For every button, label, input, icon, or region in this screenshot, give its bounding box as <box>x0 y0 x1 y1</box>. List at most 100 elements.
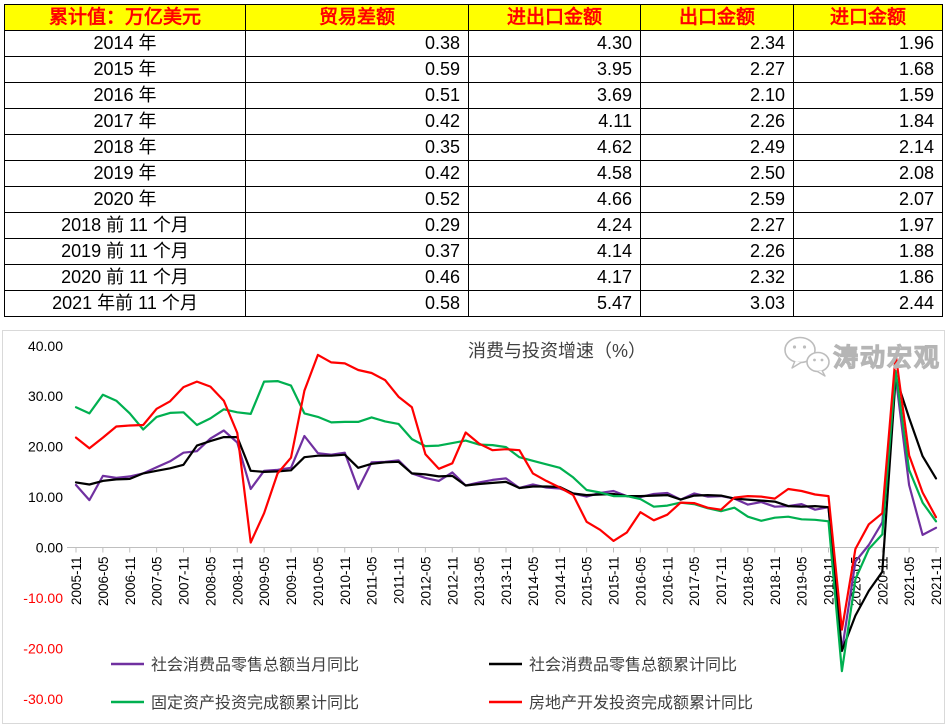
value-cell: 2.07 <box>793 186 943 213</box>
value-cell: 0.42 <box>245 160 469 187</box>
value-cell: 2.14 <box>793 134 943 161</box>
value-cell: 2.50 <box>640 160 794 187</box>
value-cell: 5.47 <box>468 290 641 317</box>
value-cell: 4.30 <box>468 30 641 57</box>
y-axis-tick-label: 40.00 <box>28 338 63 354</box>
period-cell: 2019 前 11 个月 <box>4 238 246 265</box>
x-axis-tick-label: 2005-11 <box>69 557 84 606</box>
value-cell: 2.44 <box>793 290 943 317</box>
legend-item-retail-cumulative: 社会消费品零售总额累计同比 <box>489 656 737 674</box>
y-axis-tick-label: 30.00 <box>28 388 63 404</box>
table-row: 2016 年 0.51 3.69 2.10 1.59 <box>4 82 943 109</box>
value-cell: 4.66 <box>468 186 641 213</box>
fai-cumulative-yoy-line <box>74 369 938 673</box>
period-cell: 2019 年 <box>4 160 246 187</box>
x-axis-tick-label: 2013-11 <box>499 557 514 606</box>
value-cell: 2.27 <box>640 212 794 239</box>
period-cell: 2017 年 <box>4 108 246 135</box>
y-axis-tick-label: 0.00 <box>36 540 63 556</box>
table-body: 2014 年 0.38 4.30 2.34 1.96 2015 年 0.59 3.95 2.27… <box>4 30 943 317</box>
value-cell: 4.62 <box>468 134 641 161</box>
y-axis-tick-label: -30.00 <box>23 691 63 707</box>
x-axis-tick-label: 2007-05 <box>150 557 165 607</box>
legend-label: 固定资产投资完成额累计同比 <box>151 694 359 712</box>
x-axis-tick-label: 2017-11 <box>714 557 729 606</box>
value-cell: 3.69 <box>468 82 641 109</box>
table-row: 2019 前 11 个月 0.37 4.14 2.26 1.88 <box>4 238 943 265</box>
legend-item-fai-cumulative: 固定资产投资完成额累计同比 <box>111 694 359 712</box>
x-axis-tick-label: 2018-11 <box>768 557 783 606</box>
period-cell: 2018 前 11 个月 <box>4 212 246 239</box>
table-header-cell: 贸易差额 <box>245 4 469 31</box>
value-cell: 0.52 <box>245 186 469 213</box>
table-row: 2018 前 11 个月 0.29 4.24 2.27 1.97 <box>4 212 943 239</box>
x-axis-tick-label: 2006-11 <box>123 557 138 606</box>
consumption-investment-chart: 消费与投资增速（%） 40.00 30.00 20.00 10.00 0.00 -10.0… <box>23 338 944 712</box>
x-axis-tick-label: 2015-11 <box>607 557 622 606</box>
y-axis-tick-label: -20.00 <box>23 640 63 656</box>
series-layer <box>74 353 938 673</box>
value-cell: 2.32 <box>640 264 794 291</box>
value-cell: 4.58 <box>468 160 641 187</box>
x-axis-tick-label: 2014-05 <box>526 557 541 607</box>
realestate-cumulative-yoy-line <box>74 353 938 631</box>
chart-legend: 社会消费品零售总额当月同比 社会消费品零售总额累计同比 固定资产投资完成额累计同… <box>111 656 753 712</box>
chart-title: 消费与投资增速（%） <box>468 341 646 361</box>
trade-table: 累计值：万亿美元 贸易差额 进出口金额 出口金额 进口金额 2014 年 0.38… <box>4 4 943 317</box>
table-row: 2021 年前 11 个月 0.58 5.47 3.03 2.44 <box>4 290 943 317</box>
period-cell: 2016 年 <box>4 82 246 109</box>
x-axis-tick-label: 2016-05 <box>633 557 648 607</box>
x-axis-tick-label: 2021-05 <box>902 557 917 607</box>
x-axis-tick-label: 2011-05 <box>365 557 380 606</box>
table-header-cell: 累计值：万亿美元 <box>4 4 246 31</box>
table-row: 2018 年 0.35 4.62 2.49 2.14 <box>4 134 943 161</box>
x-axis-tick-label: 2012-11 <box>445 557 460 606</box>
table-row: 2019 年 0.42 4.58 2.50 2.08 <box>4 160 943 187</box>
x-axis-tick-label: 2017-05 <box>687 557 702 607</box>
legend-label: 社会消费品零售总额累计同比 <box>529 656 737 674</box>
legend-label: 社会消费品零售总额当月同比 <box>151 656 359 674</box>
value-cell: 0.46 <box>245 264 469 291</box>
axes-layer: 40.00 30.00 20.00 10.00 0.00 -10.00 -20.00 -30.… <box>23 338 944 707</box>
legend-item-retail-monthly: 社会消费品零售总额当月同比 <box>111 656 359 674</box>
value-cell: 0.51 <box>245 82 469 109</box>
y-axis-tick-label: 20.00 <box>28 439 63 455</box>
period-cell: 2014 年 <box>4 30 246 57</box>
value-cell: 4.14 <box>468 238 641 265</box>
value-cell: 1.59 <box>793 82 943 109</box>
table-row: 2020 前 11 个月 0.46 4.17 2.32 1.86 <box>4 264 943 291</box>
value-cell: 1.97 <box>793 212 943 239</box>
x-axis-tick-label: 2012-05 <box>418 557 433 607</box>
value-cell: 3.95 <box>468 56 641 83</box>
table-header-cell: 进出口金额 <box>468 4 641 31</box>
legend-label: 房地产开发投资完成额累计同比 <box>529 694 753 712</box>
period-cell: 2020 年 <box>4 186 246 213</box>
table-row: 2017 年 0.42 4.11 2.26 1.84 <box>4 108 943 135</box>
x-axis-tick-label: 2006-05 <box>96 557 111 607</box>
value-cell: 2.10 <box>640 82 794 109</box>
value-cell: 2.26 <box>640 108 794 135</box>
x-axis-tick-label: 2009-05 <box>257 557 272 607</box>
x-axis-tick-label: 2020-11 <box>875 557 890 606</box>
x-axis-tick-label: 2010-11 <box>338 557 353 606</box>
period-cell: 2020 前 11 个月 <box>4 264 246 291</box>
value-cell: 0.29 <box>245 212 469 239</box>
x-axis-tick-label: 2011-11 <box>392 557 407 605</box>
value-cell: 2.49 <box>640 134 794 161</box>
x-axis-tick-label: 2007-11 <box>177 557 192 606</box>
value-cell: 4.11 <box>468 108 641 135</box>
x-axis-tick-label: 2015-05 <box>580 557 595 607</box>
value-cell: 2.26 <box>640 238 794 265</box>
table-row: 2015 年 0.59 3.95 2.27 1.68 <box>4 56 943 83</box>
x-axis-tick-label: 2018-05 <box>741 557 756 607</box>
period-cell: 2018 年 <box>4 134 246 161</box>
x-axis-tick-label: 2014-11 <box>553 557 568 606</box>
value-cell: 1.84 <box>793 108 943 135</box>
x-axis-tick-label: 2013-05 <box>472 557 487 607</box>
x-axis-tick-label: 2021-11 <box>929 557 944 606</box>
value-cell: 1.88 <box>793 238 943 265</box>
x-axis-tick-label: 2008-11 <box>230 557 245 606</box>
value-cell: 2.59 <box>640 186 794 213</box>
value-cell: 4.17 <box>468 264 641 291</box>
table-row: 2020 年 0.52 4.66 2.59 2.07 <box>4 186 943 213</box>
